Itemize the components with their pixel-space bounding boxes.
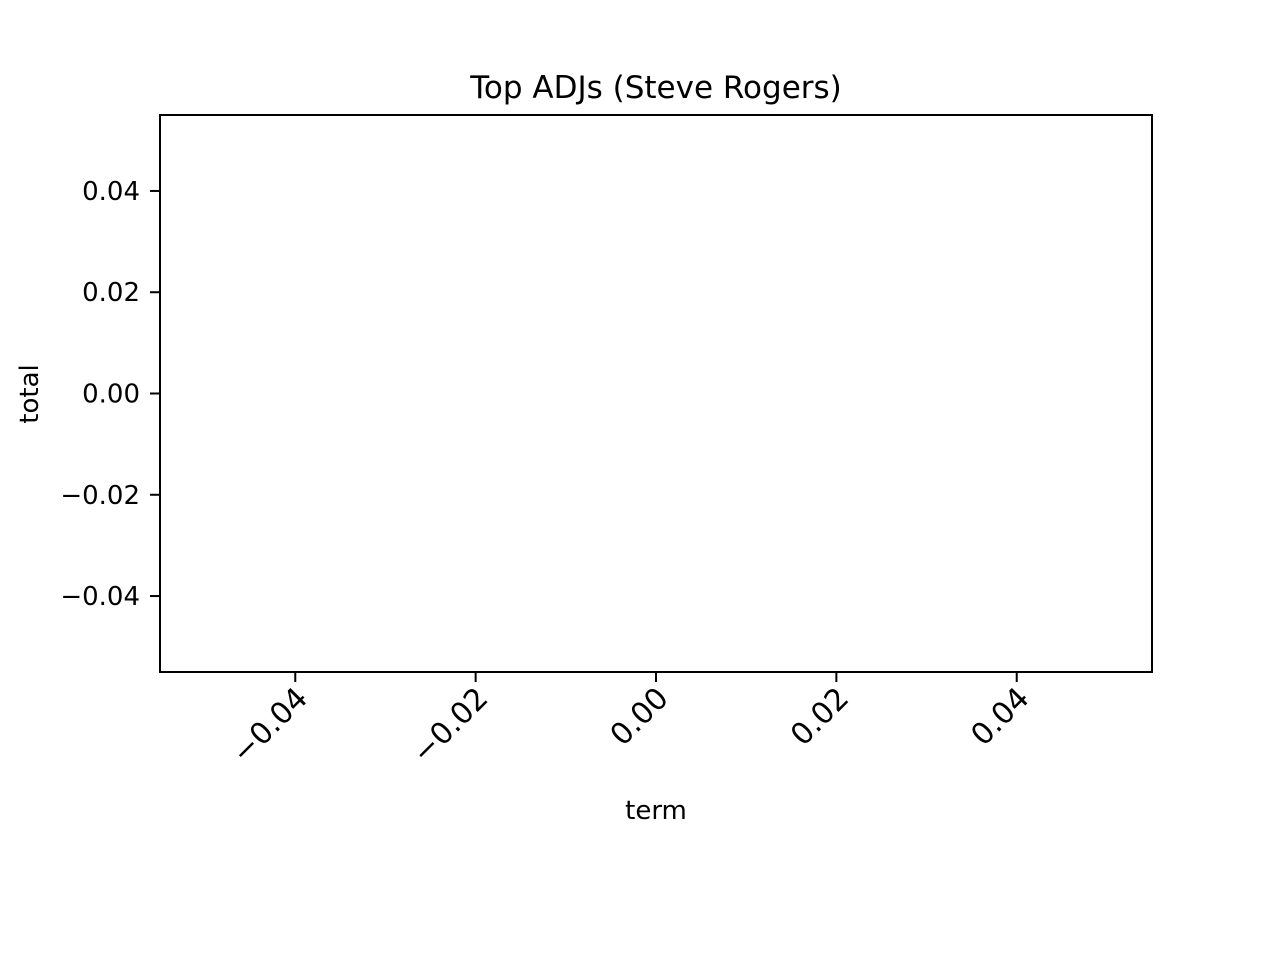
y-tick-label: −0.02 (60, 481, 140, 511)
chart-title: Top ADJs (Steve Rogers) (469, 70, 842, 106)
y-tick-label: −0.04 (60, 582, 140, 612)
y-tick-label: 0.00 (82, 380, 140, 410)
y-tick-label: 0.04 (82, 177, 140, 207)
y-axis-label: total (15, 364, 45, 423)
y-tick-label: 0.02 (82, 278, 140, 308)
x-axis-label: term (625, 796, 687, 826)
y-axis: 0.04 0.02 0.00 −0.02 −0.04 (60, 177, 160, 612)
